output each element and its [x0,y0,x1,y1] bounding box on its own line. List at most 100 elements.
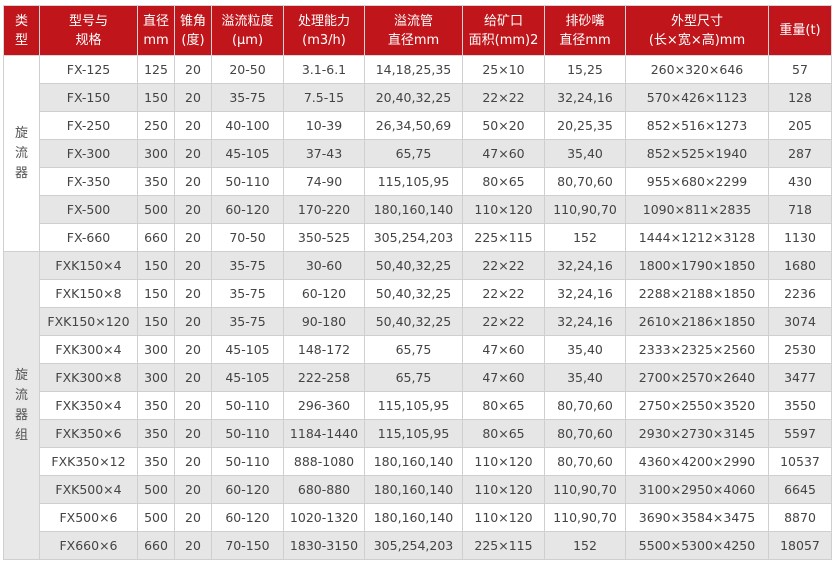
cell-dimensions: 260×320×646 [625,55,769,84]
cell-diameter: 500 [137,195,175,224]
cell-diameter: 350 [137,419,175,448]
cell-cone-angle: 20 [174,391,212,420]
header-dimensions: 外型尺寸 (长×宽×高)mm [625,5,769,56]
cell-feed-area: 225×115 [462,531,545,560]
cell-overflow-size: 45-105 [211,139,284,168]
type-cell: 旋流器组 [3,251,40,560]
cell-spigot: 110,90,70 [544,475,626,504]
header-text: 直径mm [387,32,440,48]
cell-capacity: 1830-3150 [283,531,365,560]
cell-spigot: 20,25,35 [544,111,626,140]
cell-spigot: 80,70,60 [544,447,626,476]
cell-dimensions: 2930×2730×3145 [625,419,769,448]
cell-overflow-size: 70-50 [211,223,284,252]
cell-feed-area: 50×20 [462,111,545,140]
cell-spigot: 32,24,16 [544,307,626,336]
cell-diameter: 350 [137,167,175,196]
header-text: (长×宽×高)mm [648,32,746,48]
cell-diameter: 150 [137,307,175,336]
cell-spigot: 110,90,70 [544,503,626,532]
cell-model: FXK350×6 [39,419,138,448]
cell-overflow-size: 20-50 [211,55,284,84]
cell-model: FX-150 [39,83,138,112]
table-row: FXK300×4 300 20 45-105 148-172 65,75 47×60 35,4… [4,335,832,364]
cell-overflow-pipe: 115,105,95 [364,167,463,196]
table-header: 类型型号与 规格 直径 mm 锥角 (度) 溢流粒度 (μm) 处理能力 (m3/h) 溢流管 直径m… [3,5,832,56]
cell-overflow-size: 35-75 [211,83,284,112]
header-text: 处理能力 [297,13,350,29]
cell-model: FXK350×12 [39,447,138,476]
cell-overflow-size: 70-150 [211,531,284,560]
cell-model: FXK150×120 [39,307,138,336]
header-text: 锥角 [179,13,206,29]
cell-capacity: 74-90 [283,167,365,196]
cell-overflow-pipe: 305,254,203 [364,223,463,252]
header-text: 型 [14,32,28,48]
cell-spigot: 110,90,70 [544,195,626,224]
cell-cone-angle: 20 [174,279,212,308]
cell-feed-area: 22×22 [462,251,545,280]
cell-feed-area: 25×10 [462,55,545,84]
header-text: 规格 [75,32,102,48]
cell-capacity: 3.1-6.1 [283,55,365,84]
cell-spigot: 35,40 [544,363,626,392]
cell-spigot: 80,70,60 [544,391,626,420]
cell-cone-angle: 20 [174,139,212,168]
cell-overflow-pipe: 115,105,95 [364,419,463,448]
table-body: 旋流器 FX-125 125 20 20-50 3.1-6.1 14,18,25,35 25×… [3,55,832,560]
cell-capacity: 170-220 [283,195,365,224]
cell-cone-angle: 20 [174,223,212,252]
cell-weight: 128 [768,83,832,112]
cell-weight: 6645 [768,475,832,504]
cell-overflow-size: 60-120 [211,195,284,224]
cell-overflow-size: 60-120 [211,503,284,532]
cell-weight: 3074 [768,307,832,336]
cell-overflow-pipe: 180,160,140 [364,195,463,224]
cell-feed-area: 47×60 [462,335,545,364]
cell-overflow-pipe: 50,40,32,25 [364,279,463,308]
cell-capacity: 10-39 [283,111,365,140]
type-char: 流 [14,387,28,403]
cell-capacity: 90-180 [283,307,365,336]
header-cone-angle: 锥角 (度) [174,5,212,56]
cell-overflow-pipe: 50,40,32,25 [364,307,463,336]
cell-diameter: 350 [137,391,175,420]
cell-spigot: 15,25 [544,55,626,84]
type-char: 器 [14,165,28,181]
cell-model: FX660×6 [39,531,138,560]
cell-overflow-pipe: 26,34,50,69 [364,111,463,140]
cell-overflow-size: 40-100 [211,111,284,140]
cell-weight: 2236 [768,279,832,308]
cell-model: FX-660 [39,223,138,252]
cell-model: FX500×6 [39,503,138,532]
cell-capacity: 680-880 [283,475,365,504]
header-diameter: 直径 mm [137,5,175,56]
cell-overflow-pipe: 65,75 [364,139,463,168]
header-model: 型号与 规格 [39,5,138,56]
header-text: (m3/h) [302,32,346,48]
cell-diameter: 500 [137,475,175,504]
type-char: 器 [14,407,28,423]
cell-weight: 8870 [768,503,832,532]
type-char: 组 [14,427,28,443]
header-type: 类型 [3,5,40,56]
cell-model: FX-500 [39,195,138,224]
cell-diameter: 150 [137,279,175,308]
cell-dimensions: 955×680×2299 [625,167,769,196]
cell-feed-area: 110×120 [462,503,545,532]
cell-weight: 718 [768,195,832,224]
table-row: FXK150×8 150 20 35-75 60-120 50,40,32,25 22×22… [4,279,832,308]
cell-cone-angle: 20 [174,55,212,84]
cell-overflow-pipe: 305,254,203 [364,531,463,560]
header-text: 类 [14,13,28,29]
cell-overflow-size: 35-75 [211,251,284,280]
cell-capacity: 888-1080 [283,447,365,476]
cell-diameter: 660 [137,531,175,560]
cell-capacity: 37-43 [283,139,365,168]
cell-overflow-size: 35-75 [211,307,284,336]
table-row: FX-350 350 20 50-110 74-90 115,105,95 80×65 80,… [4,167,832,196]
header-text: 排砂嘴 [565,13,605,29]
cell-cone-angle: 20 [174,503,212,532]
type-char: 流 [14,145,28,161]
cell-cone-angle: 20 [174,419,212,448]
